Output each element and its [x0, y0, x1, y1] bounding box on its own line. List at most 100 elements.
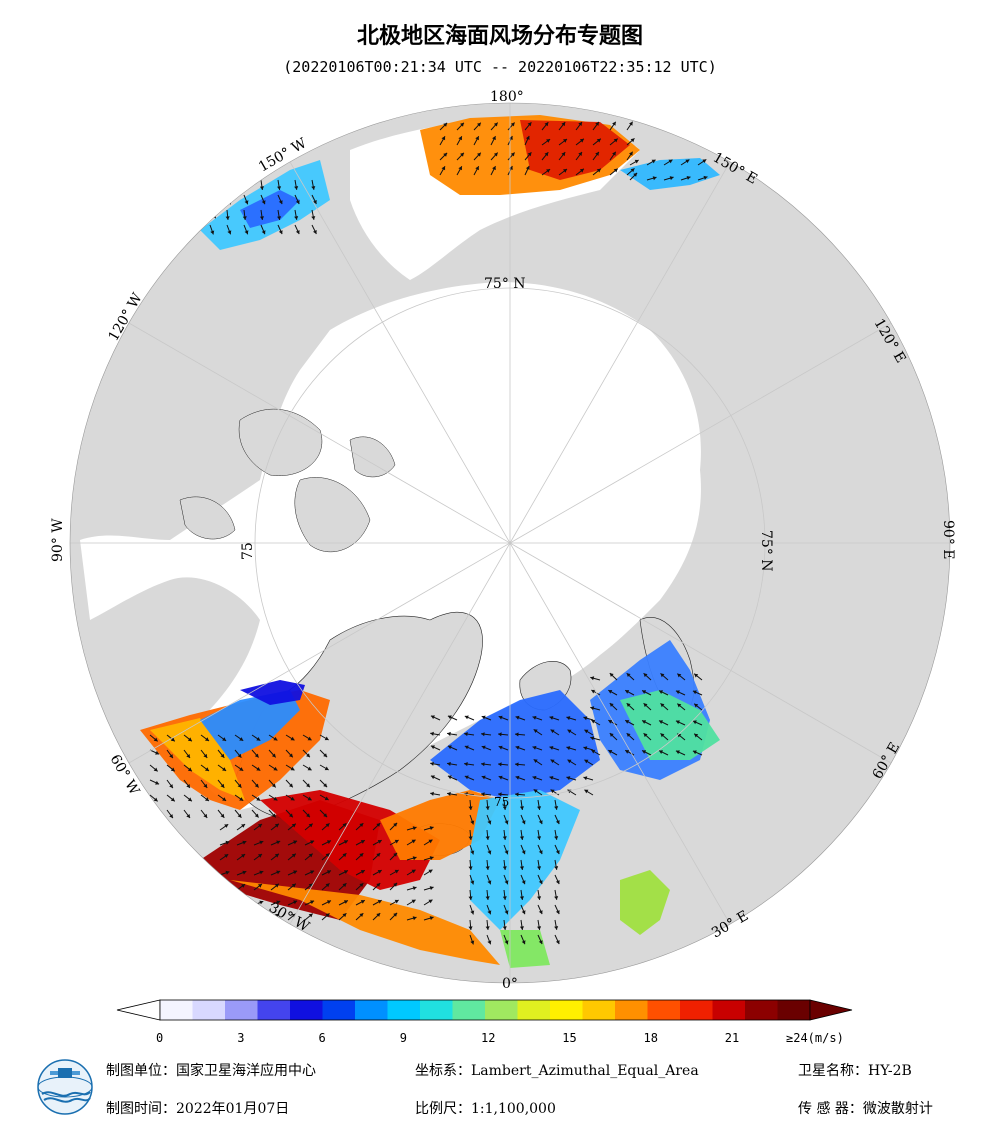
wind-arrow-head	[643, 673, 648, 678]
wind-arrow-head	[187, 767, 192, 772]
wind-arrow-head	[538, 850, 543, 855]
wind-arrow-head	[595, 121, 599, 126]
wind-arrow-head	[273, 736, 278, 741]
map-title: 北极地区海面风场分布专题图	[356, 24, 643, 49]
wind-arrow-head	[591, 689, 596, 694]
wind-arrow-head	[447, 775, 452, 780]
wind-arrow-head	[443, 122, 448, 127]
wind-arrow-head	[566, 746, 571, 751]
wind-arrow-head	[342, 913, 347, 918]
wind-arrow-head	[443, 152, 448, 157]
wind-arrow-head	[591, 749, 596, 754]
wind-arrow-head	[659, 690, 663, 694]
wind-arrow-head	[686, 176, 691, 180]
wind-arrow-head	[460, 152, 464, 157]
wind-arrow	[253, 913, 263, 921]
colorbar-cell	[550, 1000, 583, 1020]
wind-arrow-head	[447, 731, 451, 736]
wind-arrow-head	[481, 715, 486, 720]
meridian-line	[509, 322, 892, 544]
wind-arrow-head	[612, 121, 616, 126]
wind-arrow-head	[313, 200, 317, 204]
wind-arrow-head	[498, 775, 503, 780]
wind-arrow-head	[555, 820, 560, 825]
wind-arrow-head	[393, 912, 398, 917]
wind-arrow-head	[567, 759, 572, 764]
wind-arrow-head	[239, 737, 244, 741]
wind-arrow-head	[464, 745, 469, 750]
colorbar-cell	[355, 1000, 388, 1020]
footer-date: 制图时间：2022年01月07日	[106, 1101, 290, 1117]
wind-arrow-head	[468, 836, 473, 840]
wind-arrow-head	[660, 703, 665, 708]
wind-arrow-head	[447, 745, 452, 750]
wind-arrow-head	[521, 910, 526, 915]
wind-arrow-head	[222, 797, 227, 801]
colorbar-cell	[680, 1000, 713, 1020]
meridian-line	[289, 161, 511, 544]
wind-arrow-head	[660, 673, 665, 678]
wind-arrow-head	[306, 813, 310, 818]
wind-arrow-head	[291, 823, 296, 828]
wind-arrow-head	[626, 673, 631, 677]
wind-arrow-head	[220, 753, 225, 758]
wind-arrow-head	[675, 690, 680, 695]
wind-arrow-head	[187, 797, 192, 802]
wind-arrow-head	[447, 715, 452, 720]
wind-arrow-head	[153, 737, 158, 742]
wind-arrow-head	[502, 866, 507, 870]
wind-arrow-head	[527, 122, 532, 127]
colorbar-cell	[615, 1000, 648, 1020]
colorbar-cell	[485, 1000, 518, 1020]
wind-arrow-head	[643, 733, 648, 738]
wind-arrow-head	[485, 896, 490, 900]
wind-arrow-head	[222, 737, 227, 741]
wind-arrow-head	[660, 733, 665, 738]
meridian-line	[128, 542, 511, 764]
wind-arrow-head	[502, 896, 507, 900]
meridian-line	[509, 542, 892, 764]
lat-label-75-bottom: 75	[494, 795, 509, 809]
wind-arrow-head	[295, 230, 300, 235]
wind-arrow-head	[595, 151, 599, 156]
wind-arrow-head	[203, 783, 208, 788]
wind-arrow-head	[468, 866, 473, 870]
wind-arrow-head	[327, 840, 331, 844]
wind-arrow-head	[308, 823, 313, 828]
wind-arrow-head	[307, 736, 312, 741]
wind-arrow-head	[394, 869, 399, 874]
wind-arrow-head	[555, 940, 560, 945]
wind-arrow-head	[225, 870, 230, 875]
wind-arrow-head	[583, 716, 588, 721]
wind-arrow-head	[458, 136, 462, 141]
wind-arrow-head	[359, 823, 364, 827]
wind-arrow-head	[256, 737, 261, 741]
wind-arrow-head	[626, 703, 631, 707]
wind-arrow-head	[291, 913, 296, 918]
wind-arrow-head	[549, 746, 554, 750]
colorbar-cell	[582, 1000, 616, 1020]
wind-arrow-head	[393, 822, 398, 827]
wind-arrow-head	[702, 159, 707, 163]
wind-arrow-head	[464, 762, 468, 767]
wind-arrow-head	[359, 853, 364, 857]
wind-arrow-head	[412, 916, 417, 921]
wind-swath-region	[520, 120, 630, 180]
colorbar-tick-label: 0	[156, 1031, 163, 1045]
wind-arrow-head	[519, 806, 524, 810]
colorbar-cell	[192, 1000, 226, 1020]
wind-arrow-head	[498, 732, 502, 737]
wind-arrow-head	[481, 762, 485, 767]
wind-arrow-head	[225, 186, 230, 190]
wind-arrow-head	[411, 839, 416, 844]
wind-arrow-head	[634, 159, 639, 164]
wind-arrow-head	[294, 216, 299, 220]
wind-arrow-head	[487, 850, 492, 855]
wind-arrow-head	[393, 882, 398, 887]
wind-arrow-head	[609, 673, 614, 677]
wind-arrow-head	[498, 715, 503, 720]
wind-arrow-head	[584, 729, 589, 734]
wind-arrow-head	[271, 783, 276, 788]
wind-arrow-head	[668, 159, 673, 164]
